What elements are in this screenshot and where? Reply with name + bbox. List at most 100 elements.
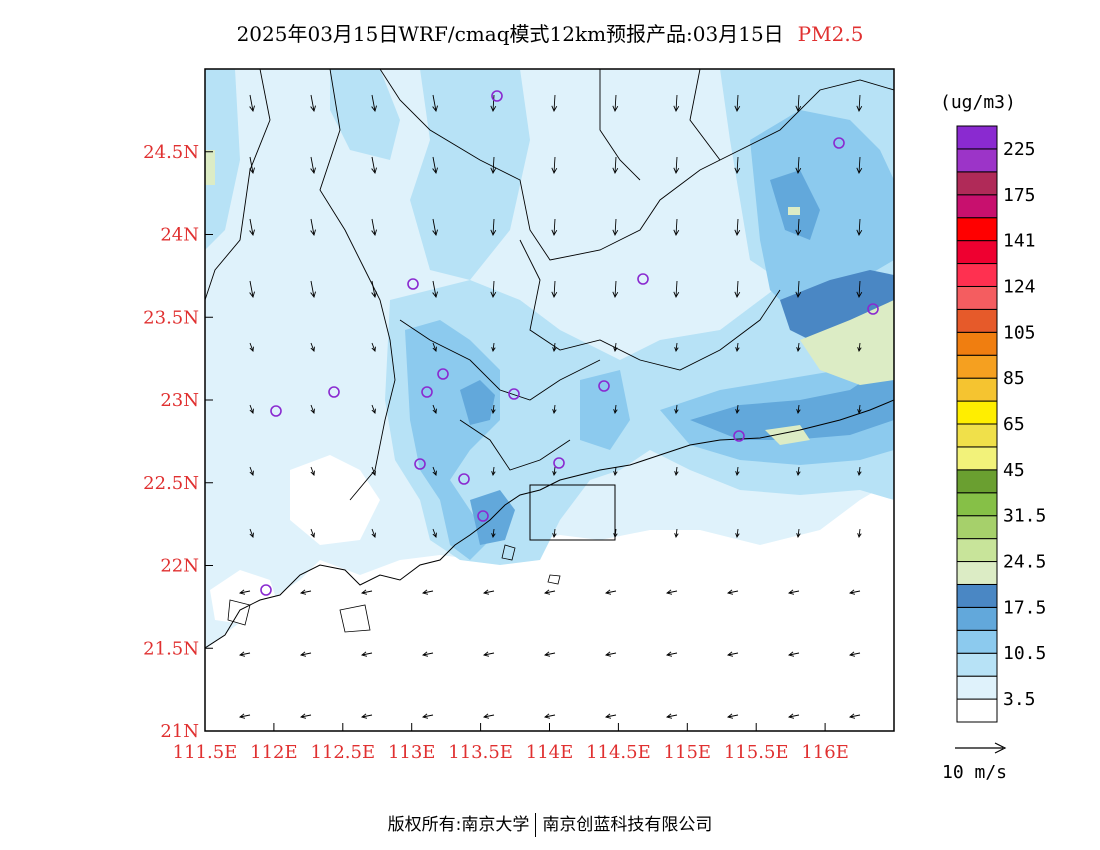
colorbar-swatch [956,240,998,265]
wind-arrow [612,156,619,175]
wind-arrow [735,466,740,476]
wind-arrow [605,651,617,657]
lon-tick-label: 113.5E [448,742,513,763]
colorbar-label: 124 [1003,276,1036,297]
field-dark-coast [690,360,894,440]
wind-arrow [673,218,680,237]
station-marker [491,90,503,102]
station-marker [833,137,845,149]
wind-arrow [490,94,497,113]
field-hotspot-west [205,150,215,185]
wind-arrow [849,589,861,595]
footer-separator [535,813,537,837]
wind-arrow [857,466,862,476]
wind-arrow [491,466,496,476]
wind-arrow [734,280,741,299]
colorbar-swatch [956,217,998,242]
wind-arrow [674,342,679,352]
wind-arrow [483,589,495,595]
concentration-field [205,69,894,731]
wind-arrow [666,589,678,595]
field-sea-clean [205,480,894,731]
colorbar-swatch [956,125,998,150]
colorbar-swatch [956,400,998,425]
title-main: 2025年03月15日WRF/cmaq模式12km预报产品:03月15日 [236,22,784,46]
wind-arrow [613,466,618,476]
wind-arrow [849,713,861,719]
field-core-prd [405,320,500,560]
wind-arrow [795,280,802,299]
lat-tick-label: 23.5N [143,307,199,328]
wind-arrow [491,528,496,538]
wind-arrow [310,528,315,538]
colorbar-swatch [956,606,998,631]
wind-arrow [612,280,619,299]
wind-arrow [490,156,497,175]
wind-arrow [795,94,802,113]
wind-arrow [249,404,254,414]
colorbar-swatch [956,354,998,379]
wind-arrow [432,404,437,414]
wind-arrow [849,651,861,657]
field-core-hz [580,370,630,450]
wind-arrow [483,651,495,657]
wind-arrow [551,218,558,237]
wind-arrow [310,466,315,476]
wind-arrow [727,651,739,657]
wind-arrow [361,713,373,719]
station-marker [437,368,449,380]
wind-arrow [300,589,312,595]
islands [227,544,561,633]
field-patch-sw [210,570,280,625]
wind-arrow [239,713,251,719]
wind-arrow [674,404,679,414]
wind-arrow [310,218,316,236]
wind-reference: 10 m/s [942,742,1007,783]
wind-arrow [613,528,618,538]
wind-arrow [422,651,434,657]
station-marker [328,386,340,398]
colorbar-swatch [956,561,998,585]
station-marker [867,303,879,315]
lon-tick-label: 114E [526,742,574,763]
field-hotspot-ne [788,207,800,215]
wind-arrow [371,528,376,538]
station-marker [407,278,419,290]
wind-arrow [422,589,434,595]
wind-arrow [432,342,437,352]
station-marker [260,584,272,596]
station-marker [421,386,433,398]
wind-arrow [310,280,316,298]
wind-vectors [239,94,863,719]
wind-arrow [613,342,618,352]
wind-arrow [544,651,556,657]
lat-tick-label: 24.5N [143,142,199,163]
colorbar-swatch [956,171,998,196]
lon-tick-label: 114.5E [586,742,651,763]
wind-arrow [552,466,557,476]
wind-arrow [422,713,434,719]
wind-arrow [674,466,679,476]
wind-arrow [544,713,556,719]
wind-arrow [361,589,373,595]
colorbar-label: 17.5 [1003,597,1046,618]
colorbar-units: (ug/m3) [940,92,1016,113]
wind-arrow [666,713,678,719]
wind-arrow [734,218,741,237]
wind-arrow [735,342,740,352]
colorbar-swatch [956,583,998,608]
wind-arrow [795,218,802,237]
colorbar-swatch [956,377,998,402]
wind-arrow [432,466,437,476]
field-band-n2 [410,69,530,280]
colorbar-swatch [956,194,998,219]
wind-arrow [310,94,316,112]
footer-left: 版权所有:南京大学 [387,815,530,835]
wind-arrow [857,528,862,538]
wind-arrow [551,156,558,175]
wind-arrow [612,218,619,237]
colorbar-label: 175 [1003,185,1036,206]
wind-arrow [371,94,377,112]
